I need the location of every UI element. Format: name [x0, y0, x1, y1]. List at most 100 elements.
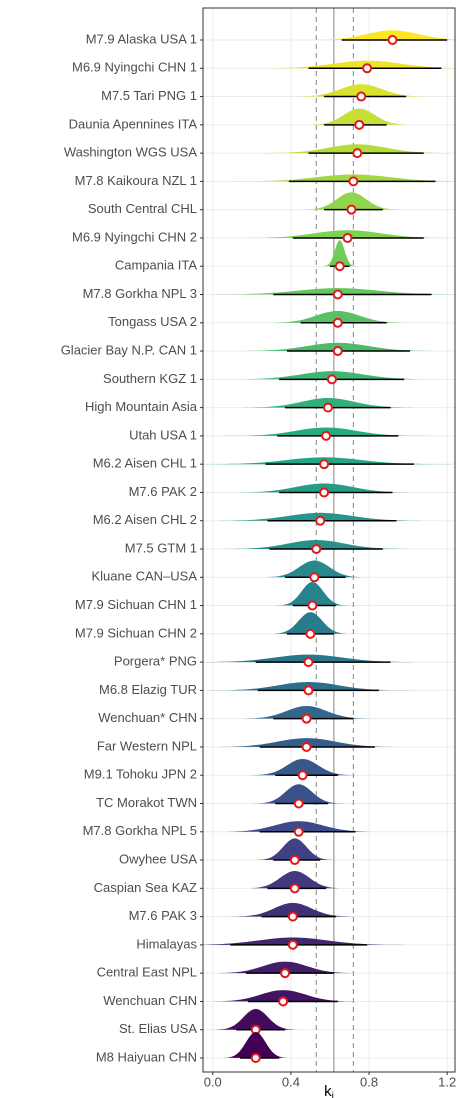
point	[303, 657, 314, 668]
density	[243, 871, 347, 889]
x-tick-label: 0.8	[360, 1074, 378, 1089]
y-tick-label: M7.5 GTM 1	[125, 540, 197, 555]
x-tick-label: 1.2	[438, 1074, 456, 1089]
y-tick-label: M7.8 Gorkha NPL 3	[83, 286, 197, 301]
y-tick-label: Caspian Sea KAZ	[94, 880, 197, 895]
x-label-subscript: i	[332, 1091, 334, 1098]
density	[253, 838, 336, 860]
y-tick-label: M7.8 Gorkha NPL 5	[83, 823, 197, 838]
y-tick-label: Washington WGS USA	[64, 145, 198, 160]
point	[352, 148, 363, 159]
y-tick-label: High Mountain Asia	[85, 399, 198, 414]
y-tick-label: Tongass USA 2	[108, 314, 197, 329]
x-tick-label: 0.0	[204, 1074, 222, 1089]
point	[321, 430, 332, 441]
density	[322, 240, 357, 267]
y-tick-label: Campania ITA	[115, 258, 197, 273]
y-tick-label: Owyhee USA	[119, 851, 197, 866]
point	[280, 968, 291, 979]
density	[304, 108, 414, 125]
point	[297, 770, 308, 781]
point	[319, 487, 330, 498]
point	[319, 459, 330, 470]
x-tick-label: 0.4	[282, 1074, 300, 1089]
density	[203, 654, 427, 663]
density	[203, 937, 413, 945]
y-tick-label: M7.9 Sichuan CHN 1	[75, 597, 197, 612]
point	[332, 289, 343, 300]
density	[250, 60, 455, 69]
point	[354, 119, 365, 130]
y-tick-label: Himalayas	[136, 936, 197, 951]
point	[289, 855, 300, 866]
density	[289, 84, 433, 97]
point	[315, 515, 326, 526]
density	[274, 581, 350, 606]
density	[208, 961, 362, 974]
point	[311, 544, 322, 554]
point	[332, 317, 343, 328]
point	[250, 1053, 261, 1063]
y-tick-label: Wenchuan CHN	[103, 993, 197, 1008]
density	[262, 311, 413, 323]
y-tick-label: South Central CHL	[88, 201, 197, 216]
y-tick-label: M6.9 Nyingchi CHN 2	[72, 229, 197, 244]
point	[301, 741, 312, 752]
y-tick-label: M6.2 Aisen CHL 2	[93, 512, 197, 527]
y-tick-label: Wenchuan* CHN	[98, 710, 197, 725]
point	[301, 713, 312, 724]
point	[323, 402, 334, 413]
density	[215, 821, 383, 832]
point	[287, 939, 298, 950]
point	[387, 35, 398, 45]
density	[203, 457, 454, 465]
point	[334, 261, 345, 272]
density	[300, 30, 455, 40]
y-tick-label: Porgera* PNG	[114, 654, 197, 669]
density	[247, 759, 358, 776]
y-tick-label: M8 Haiyuan CHN	[96, 1049, 197, 1064]
density	[225, 174, 455, 182]
density	[233, 230, 455, 238]
point	[293, 798, 304, 809]
x-label-main: k	[324, 1083, 332, 1098]
y-tick-label: Central East NPL	[97, 965, 197, 980]
density	[204, 990, 362, 1002]
y-tick-label: M7.9 Sichuan CHN 2	[75, 625, 197, 640]
point	[332, 346, 343, 357]
point	[348, 176, 359, 187]
density	[213, 1008, 299, 1030]
y-tick-label: Utah USA 1	[129, 427, 197, 442]
density	[261, 560, 368, 578]
y-tick-label: St. Elias USA	[119, 1021, 197, 1036]
y-tick-label: M7.5 Tari PNG 1	[101, 88, 197, 103]
y-tick-label: Southern KGZ 1	[103, 371, 197, 386]
y-tick-label: M6.8 Elazig TUR	[99, 682, 197, 697]
y-tick-label: Kluane CAN–USA	[92, 569, 198, 584]
density	[300, 192, 403, 210]
density	[252, 784, 345, 804]
point	[287, 911, 298, 922]
point	[346, 204, 357, 215]
density	[269, 612, 352, 634]
y-tick-label: M7.9 Alaska USA 1	[86, 31, 197, 46]
density	[236, 706, 377, 719]
point	[356, 91, 367, 102]
y-tick-label: Glacier Bay N.P. CAN 1	[61, 342, 197, 357]
point	[289, 883, 300, 894]
panel-border	[202, 7, 456, 1073]
y-tick-label: Far Western NPL	[97, 738, 197, 753]
x-axis-label: ki	[324, 1083, 334, 1098]
y-tick-label: M7.6 PAK 2	[129, 484, 197, 499]
y-tick-label: M7.6 PAK 3	[129, 908, 197, 923]
y-tick-label: M9.1 Tohoku JPN 2	[84, 767, 197, 782]
point	[362, 63, 373, 74]
y-tick-label: Daunia Apennines ITA	[69, 116, 198, 131]
y-tick-label: M6.2 Aisen CHL 1	[93, 456, 197, 471]
point	[305, 628, 316, 639]
density	[221, 1032, 290, 1058]
density	[227, 902, 358, 917]
point	[326, 374, 337, 385]
point	[293, 826, 304, 837]
